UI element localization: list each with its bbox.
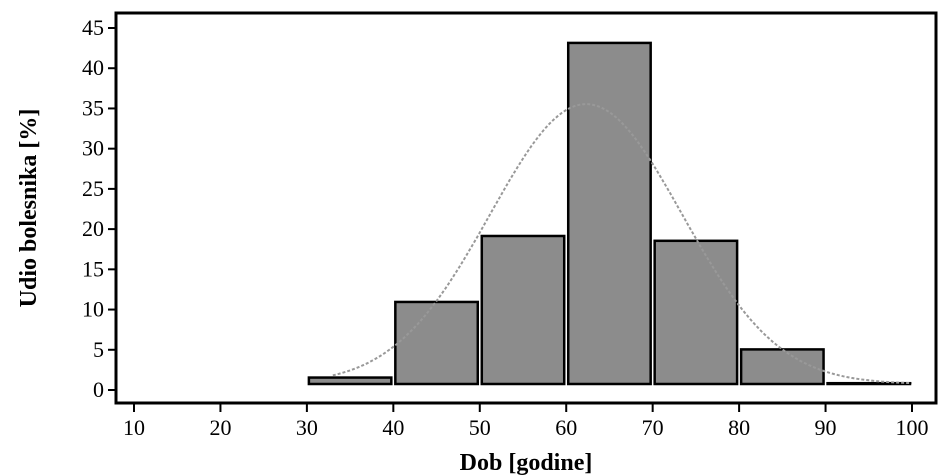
x-tick-label: 100 (896, 415, 929, 440)
x-axis-title: Dob [godine] (460, 450, 593, 475)
histogram-bar (480, 234, 566, 386)
histogram-bar (739, 348, 825, 386)
y-tick-label: 25 (82, 176, 104, 201)
y-tick-label: 15 (82, 256, 104, 281)
histogram-bar (566, 41, 652, 386)
x-tick-label: 30 (296, 415, 318, 440)
y-tick-label: 35 (82, 95, 104, 120)
y-tick-label: 20 (82, 216, 104, 241)
y-tick-label: 30 (82, 136, 104, 161)
y-axis-title: Udio bolesnika [%] (16, 109, 42, 308)
x-tick-label: 60 (555, 415, 577, 440)
y-tick-label: 10 (82, 297, 104, 322)
histogram-bar (307, 376, 393, 386)
y-tick-label: 40 (82, 55, 104, 80)
x-tick-label: 10 (123, 415, 145, 440)
y-tick-label: 45 (82, 15, 104, 40)
x-tick-label: 90 (815, 415, 837, 440)
x-tick-label: 70 (642, 415, 664, 440)
x-tick-label: 50 (469, 415, 491, 440)
normal-curve-group (332, 103, 913, 385)
histogram-bar (826, 381, 912, 386)
y-tick-label: 0 (93, 377, 104, 402)
x-axis-ticks: 10 20 30 40 50 60 70 80 90 100 (123, 403, 929, 440)
histogram-bar (394, 300, 480, 386)
y-axis-ticks: 0 5 10 15 20 25 30 35 40 45 (82, 15, 116, 402)
normal-fit-curve (332, 103, 913, 385)
x-tick-label: 20 (209, 415, 231, 440)
histogram-bar (653, 239, 739, 386)
bars-group (307, 41, 912, 386)
y-tick-label: 5 (93, 337, 104, 362)
x-tick-label: 80 (728, 415, 750, 440)
x-tick-label: 40 (382, 415, 404, 440)
plot-frame (114, 11, 938, 405)
